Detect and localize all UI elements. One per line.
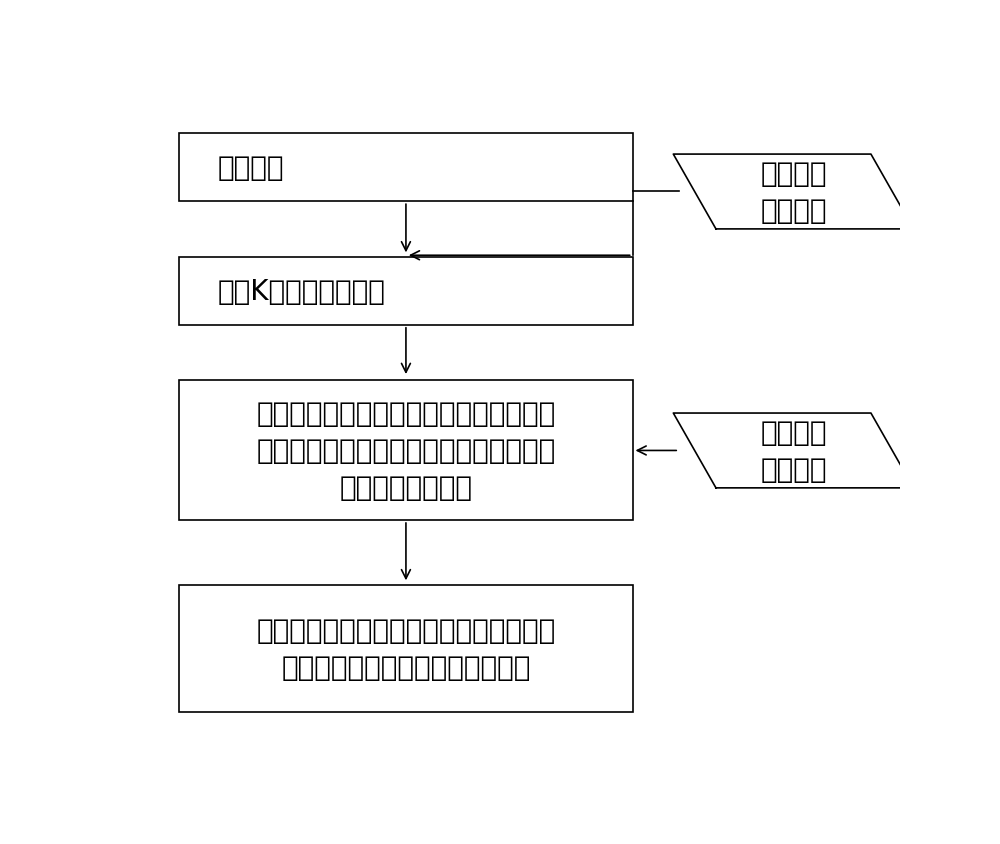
Text: 确定K个备选匹配方案: 确定K个备选匹配方案 [218, 278, 386, 306]
Bar [179, 381, 633, 521]
Bar [179, 586, 633, 712]
Text: 按照振动噪声数据最小的一次备选方案测
试的实际的水力平衡匹配方案运行: 按照振动噪声数据最小的一次备选方案测 试的实际的水力平衡匹配方案运行 [256, 616, 556, 681]
Text: 目标流量: 目标流量 [218, 154, 285, 182]
Text: 系统运行
特性图谱: 系统运行 特性图谱 [760, 160, 827, 225]
Text: 设备运行
特性图谱: 设备运行 特性图谱 [760, 419, 827, 484]
Bar [179, 257, 633, 326]
Text: 在每个备选匹配方案运行的基础上，调节
各个流量调节设备的工况参数直至系统流
量调节至目标流量: 在每个备选匹配方案运行的基础上，调节 各个流量调节设备的工况参数直至系统流 量调… [256, 400, 556, 501]
Bar [179, 133, 633, 202]
